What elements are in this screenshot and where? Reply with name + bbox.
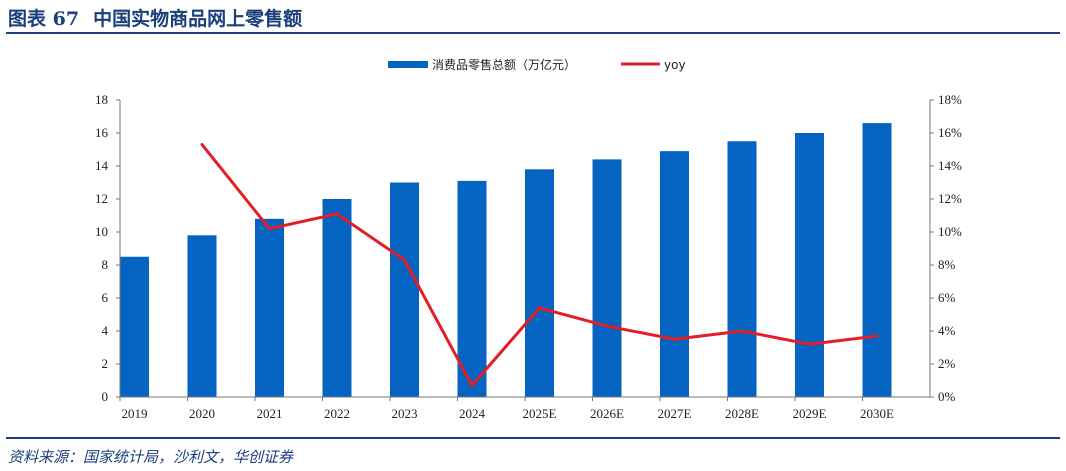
yoy-point-2025E (538, 306, 541, 310)
yoy-point-2028E (740, 329, 744, 333)
figure-title-text: 中国实物商品网上零售额 (93, 8, 303, 30)
bar-2019 (120, 256, 149, 397)
x-tick-label: 2025E (523, 406, 557, 421)
y-left-tick-label: 0 (102, 389, 109, 404)
x-tick-label: 2020 (189, 406, 215, 421)
yoy-point-2029E (808, 342, 811, 346)
y-right-tick-label: 18% (938, 92, 962, 107)
y-right-tick-label: 6% (938, 290, 956, 305)
legend-label-line: yoy (664, 58, 686, 72)
y-right-tick-label: 10% (938, 224, 962, 239)
bar-2026E (592, 159, 622, 397)
chart-legend: 消费品零售总额（万亿元） yoy (388, 57, 686, 72)
figure-title: 图表 67 中国实物商品网上零售额 (8, 4, 302, 31)
yoy-point-2030E (875, 334, 879, 338)
yoy-point-2021 (268, 227, 271, 231)
x-tick-label: 2027E (658, 406, 692, 421)
x-tick-label: 2024 (459, 406, 486, 421)
x-tick-label: 2021 (257, 406, 283, 421)
yoy-point-2026E (605, 324, 609, 328)
figure-header: 图表 67 中国实物商品网上零售额 (0, 0, 1066, 36)
y-left-tick-label: 8 (102, 257, 109, 272)
yoy-point-2022 (335, 212, 339, 216)
yoy-point-2020 (200, 143, 204, 147)
figure-number: 图表 67 (8, 8, 80, 30)
bar-2027E (660, 151, 689, 397)
bar-2028E (727, 141, 757, 397)
header-rule (6, 32, 1060, 34)
y-right-tick-label: 14% (938, 158, 962, 173)
bar-series (120, 123, 892, 397)
bar-2029E (795, 133, 824, 397)
x-tick-label: 2029E (793, 406, 827, 421)
x-tick-label: 2030E (860, 406, 894, 421)
x-tick-label: 2028E (725, 406, 759, 421)
bar-2022 (322, 199, 352, 397)
yoy-series (200, 143, 879, 387)
bar-2020 (187, 235, 217, 397)
source-note: 资料来源：国家统计局，沙利文，华创证券 (8, 448, 294, 466)
bar-2023 (390, 182, 419, 397)
y-right-tick-label: 16% (938, 125, 962, 140)
y-left-tick-label: 14 (95, 158, 109, 173)
y-right-tick-label: 0% (938, 389, 956, 404)
x-tick-label: 2023 (392, 406, 418, 421)
y-right-tick-label: 12% (938, 191, 962, 206)
yoy-point-2024 (470, 383, 474, 387)
bar-2025E (525, 169, 554, 397)
y-right-tick-label: 8% (938, 257, 956, 272)
legend-swatch-bar (388, 61, 428, 68)
y-left-tick-label: 6 (102, 290, 109, 305)
y-left-tick-label: 2 (102, 356, 109, 371)
x-tick-label: 2022 (324, 406, 350, 421)
y-right-tick-label: 2% (938, 356, 956, 371)
x-tick-label: 2026E (590, 406, 624, 421)
chart-axes: 0 2 4 6 8 10 12 14 16 18 0% 2% 4% 6% 8% 10% 12% 14% 16% 18%… (95, 92, 962, 421)
y-right-tick-label: 4% (938, 323, 956, 338)
bar-2021 (255, 218, 284, 397)
y-left-tick-label: 16 (95, 125, 109, 140)
y-left-tick-label: 12 (95, 191, 108, 206)
x-tick-label: 2019 (122, 406, 148, 421)
yoy-point-2027E (673, 337, 676, 341)
footer-rule (6, 437, 1060, 439)
yoy-point-2023 (403, 258, 406, 262)
legend-label-bar: 消费品零售总额（万亿元） (432, 57, 576, 72)
y-left-tick-label: 10 (95, 224, 108, 239)
bar-2030E (862, 123, 892, 397)
y-left-tick-label: 18 (95, 92, 108, 107)
y-left-tick-label: 4 (102, 323, 109, 338)
bar-2024 (457, 180, 487, 397)
